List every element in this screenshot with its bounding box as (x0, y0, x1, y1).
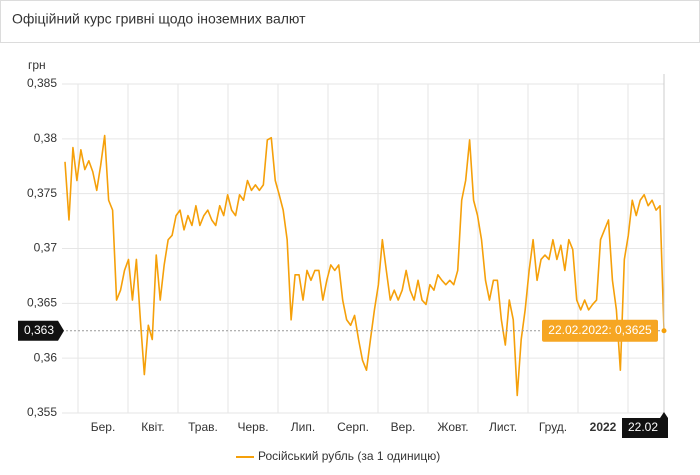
x-tick-label: 2022 (590, 420, 617, 434)
tooltip-box (542, 319, 658, 342)
x-tick-label: Груд. (539, 420, 567, 434)
title-bar (0, 0, 700, 43)
x-tick-label: Лист. (489, 420, 517, 434)
y-tick-label: 0,37 (34, 241, 58, 255)
crosshair-y-box (18, 320, 64, 341)
y-tick-label: 0,365 (27, 296, 57, 310)
x-tick-label: Черв. (237, 420, 268, 434)
chart-title: Офіційний курс гривні щодо іноземних вал… (12, 11, 306, 27)
series-line (64, 134, 665, 397)
crosshair-y-label: 0,363 (24, 323, 54, 337)
tooltip-text: 22.02.2022: 0,3625 (548, 323, 652, 337)
y-tick-label: 0,385 (27, 76, 57, 90)
x-tick-label: Вер. (391, 420, 416, 434)
y-tick-label: 0,355 (27, 405, 57, 419)
x-tick-label: Лип. (291, 420, 315, 434)
x-tick-label: Квіт. (141, 420, 165, 434)
crosshair-x-box (622, 412, 668, 438)
y-tick-label: 0,375 (27, 186, 57, 200)
x-tick-label: Бер. (91, 420, 116, 434)
legend-label: Російський рубль (за 1 одиницю) (258, 449, 440, 463)
y-tick-label: 0,36 (34, 350, 58, 364)
x-tick-label: Трав. (188, 420, 218, 434)
y-axis-label: грн (28, 58, 46, 72)
x-tick-label: Жовт. (437, 420, 468, 434)
y-tick-label: 0,38 (34, 131, 58, 145)
x-tick-label: Серп. (337, 420, 369, 434)
crosshair-x-label: 22.02 (628, 420, 658, 434)
last-point (661, 328, 667, 334)
